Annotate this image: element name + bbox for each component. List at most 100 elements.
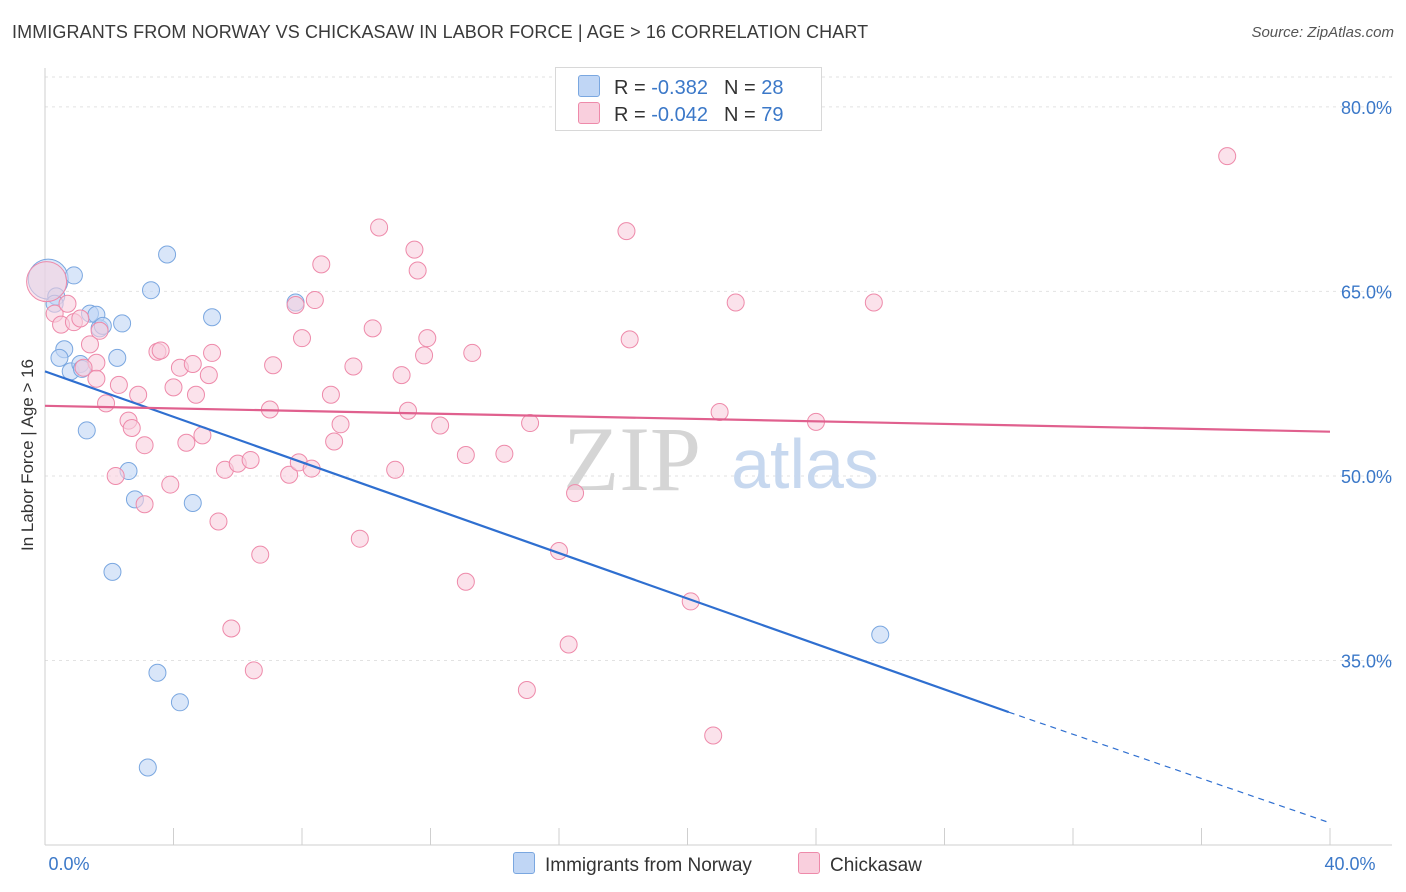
source-label: Source: ZipAtlas.com [1251,24,1394,41]
norway-point [203,308,222,327]
chickasaw-point [222,619,241,638]
chickasaw-point [370,218,389,237]
norway-point [183,494,202,513]
r-label: R = [614,77,646,99]
norway-point [113,314,132,333]
norway-point [148,663,167,682]
chickasaw-point [58,294,77,313]
chickasaw-point [161,475,180,494]
norway-point [108,348,127,367]
norway-point [170,693,189,712]
chickasaw-point [122,418,141,437]
chickasaw-point [97,394,116,413]
gridlines [45,76,1392,661]
chickasaw-point [325,432,344,451]
chickasaw-point [620,330,639,349]
chickasaw-point [164,378,183,397]
norway-point [77,421,96,440]
chickasaw-point [135,495,154,514]
norway-trend-line [44,370,1010,714]
chickasaw-point [1218,147,1237,166]
norway-trend-extension [1008,711,1331,824]
chickasaw-point [151,341,170,360]
chickasaw-point [321,385,340,404]
chickasaw-point [286,295,305,314]
trend-lines [44,370,1331,824]
norway-point [138,758,157,777]
chickasaw-point [405,240,424,259]
chickasaw-point [244,661,263,680]
chickasaw-point [74,358,93,377]
data-points [26,147,1237,777]
chickasaw-point [251,545,270,564]
chickasaw-swatch [578,102,600,124]
axes [44,68,1392,846]
norway-point [142,281,161,300]
norway-point [158,245,177,264]
norway-r-value: -0.382 [651,77,708,99]
chickasaw-point [463,343,482,362]
chickasaw-point [566,484,585,503]
chickasaw-point [26,261,68,303]
chickasaw-point [106,466,125,485]
chickasaw-point [87,369,106,388]
norway-point [50,348,69,367]
correlation-legend: R = -0.382 N = 28 R = -0.042 N = 79 [555,67,822,131]
y-tick-label: 50.0% [1341,467,1392,487]
chickasaw-point [129,385,148,404]
chickasaw-n-value: 79 [761,104,784,126]
chickasaw-point [864,293,883,312]
y-tick-label: 65.0% [1341,282,1392,302]
x-tick-label: 0.0% [48,854,89,874]
norway-n-value: 28 [761,77,784,99]
chickasaw-point [183,355,202,374]
chickasaw-legend-label: Chickasaw [830,855,922,876]
chickasaw-point [305,291,324,310]
x-tick-label: 40.0% [1324,854,1375,874]
norway-legend-label: Immigrants from Norway [545,855,752,876]
chickasaw-point [312,255,331,274]
chickasaw-point [408,261,427,280]
y-tick-label: 80.0% [1341,98,1392,118]
chart-title: IMMIGRANTS FROM NORWAY VS CHICKASAW IN L… [12,22,869,42]
chickasaw-point [392,366,411,385]
chickasaw-point [418,329,437,348]
chickasaw-point [90,321,109,340]
norway-swatch [578,75,600,97]
chickasaw-point [109,375,128,394]
chickasaw-point [80,335,99,354]
chickasaw-point [344,357,363,376]
watermark-zip: ZIP [563,408,701,510]
chickasaw-point [209,512,228,531]
chickasaw-point [456,446,475,465]
chickasaw-point [710,402,729,421]
chickasaw-point [280,465,299,484]
n-label: N = [723,77,756,99]
chickasaw-r-value: -0.042 [651,104,708,126]
chickasaw-point [704,726,723,745]
legend-item-chickasaw: Chickasaw [798,852,922,877]
norway-legend-swatch [513,852,535,874]
y-tick-label: 35.0% [1341,651,1392,671]
chickasaw-point [350,529,369,548]
watermark: ZIP atlas [563,408,879,510]
chickasaw-point [264,356,283,375]
chickasaw-point [386,460,405,479]
chickasaw-point [517,681,536,699]
chickasaw-point [241,450,260,469]
chickasaw-point [521,414,540,433]
chickasaw-point [617,222,636,241]
chickasaw-point [186,385,205,404]
chickasaw-point [559,635,578,654]
legend-item-norway: Immigrants from Norway [513,852,752,877]
chickasaw-point [331,415,350,434]
legend-row-chickasaw: R = -0.042 N = 79 [578,102,783,126]
norway-point [64,266,83,285]
chickasaw-trend-line [44,404,1331,433]
n-label: N = [723,104,756,126]
chickasaw-point [399,401,418,420]
chickasaw-point [456,572,475,591]
y-axis-label: In Labor Force | Age > 16 [18,358,37,552]
chickasaw-legend-swatch [798,852,820,874]
